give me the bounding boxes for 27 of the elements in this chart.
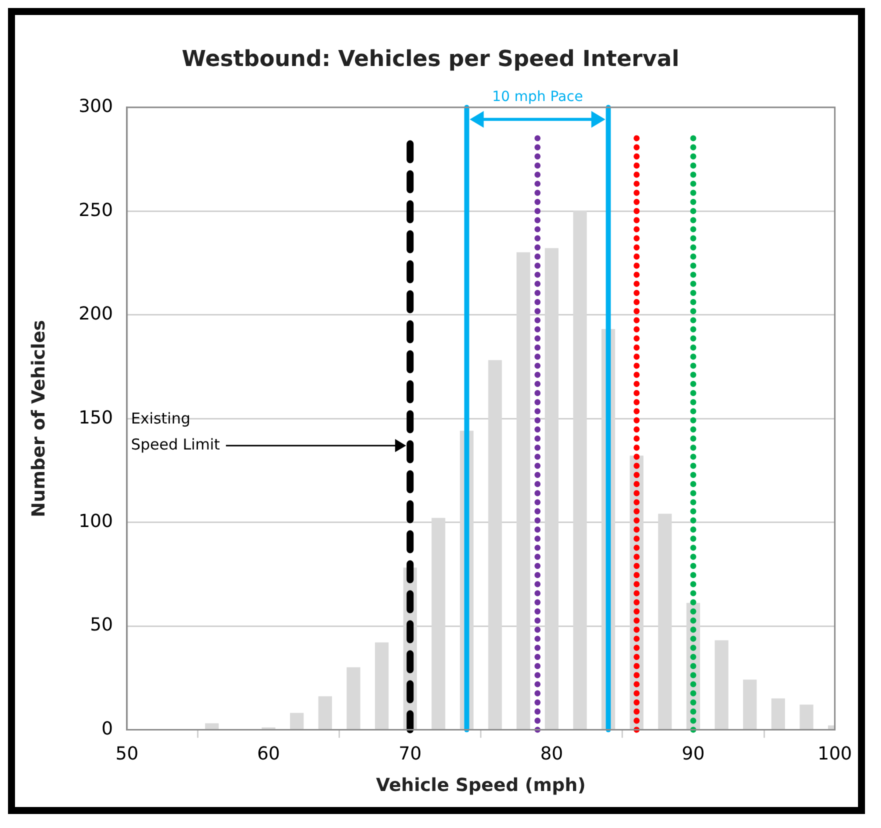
bar <box>290 712 304 730</box>
bar <box>800 704 814 730</box>
x-tick-label: 70 <box>398 743 422 764</box>
x-tick-label: 90 <box>682 743 705 764</box>
x-tick-label: 100 <box>818 743 852 764</box>
bar <box>714 640 728 730</box>
y-tick-label: 300 <box>78 96 113 118</box>
y-tick-label: 150 <box>78 407 113 428</box>
bar <box>318 696 332 730</box>
y-tick-label: 100 <box>78 511 113 532</box>
bar <box>771 698 786 730</box>
x-tick-label: 80 <box>540 743 564 764</box>
y-axis-title: Number of Vehicles <box>28 320 50 518</box>
y-tick-label: 0 <box>102 718 113 740</box>
bar <box>374 642 389 730</box>
x-tick-label: 50 <box>116 743 138 764</box>
x-tick-label: 60 <box>257 743 280 764</box>
bar <box>743 680 757 730</box>
ref-line-label: Existing Speed Limit <box>130 409 220 454</box>
x-axis-title: Vehicle Speed (mph) <box>376 774 586 796</box>
y-tick-label: 50 <box>90 614 113 636</box>
bar <box>346 667 360 730</box>
chart-title: Westbound: Vehicles per Speed Interval <box>182 46 680 72</box>
text: 10 mph Pace <box>492 89 583 106</box>
bar <box>205 723 219 730</box>
y-tick-label: 250 <box>78 200 113 221</box>
y-tick-label: 200 <box>78 304 113 325</box>
